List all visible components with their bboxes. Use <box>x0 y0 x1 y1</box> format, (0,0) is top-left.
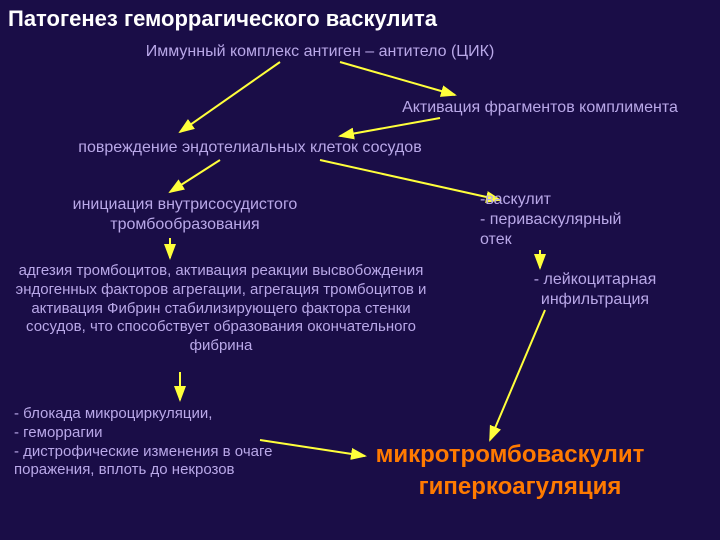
node-leuko: - лейкоцитарная инфильтрация <box>500 270 690 310</box>
node-immune: Иммунный комплекс антиген – антитело (ЦИ… <box>110 42 530 62</box>
node-adhesion: адгезия тромбоцитов, активация реакции в… <box>6 262 436 356</box>
node-init: инициация внутрисосудистого тромбообразо… <box>50 195 320 235</box>
arrow <box>490 310 545 440</box>
arrow <box>340 62 455 95</box>
node-block: - блокада микроциркуляции, - геморрагии … <box>14 405 274 480</box>
node-hyper: гиперкоагуляция <box>370 472 670 502</box>
node-micro: микротромбоваскулит <box>320 440 700 470</box>
arrow <box>320 160 500 200</box>
node-complement: Активация фрагментов комплимента <box>360 98 720 118</box>
diagram-title: Патогенез геморрагического васкулита <box>8 6 437 32</box>
node-endo: повреждение эндотелиальных клеток сосудо… <box>40 138 460 158</box>
arrow <box>340 118 440 136</box>
node-vasculit: -васкулит - периваскулярный отек <box>480 190 690 250</box>
arrow <box>180 62 280 132</box>
arrow <box>170 160 220 192</box>
